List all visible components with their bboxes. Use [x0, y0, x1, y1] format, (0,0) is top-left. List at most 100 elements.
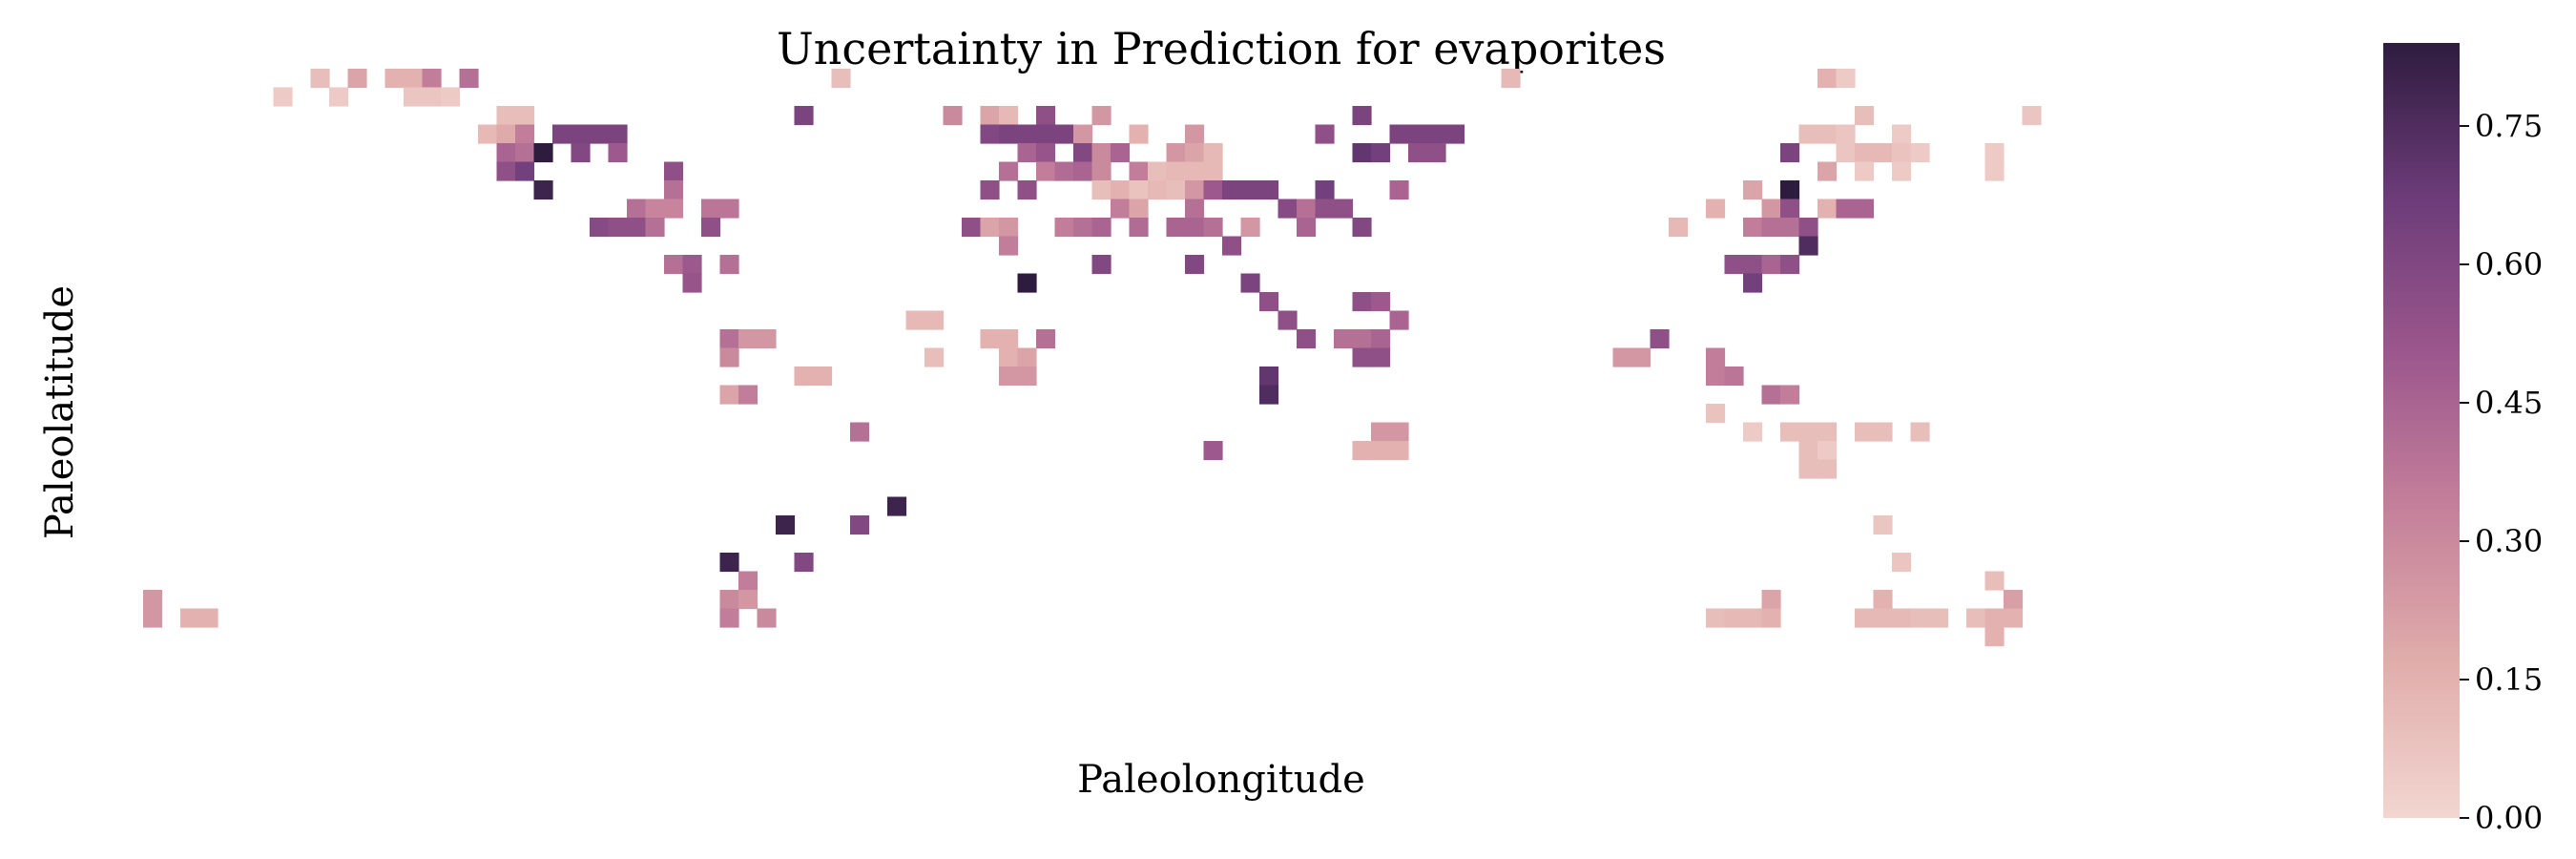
heatmap-cell [1761, 255, 1781, 275]
heatmap-cell [645, 199, 665, 219]
heatmap-cell [571, 143, 591, 163]
heatmap-cell [1761, 385, 1781, 405]
heatmap-cells [143, 69, 2042, 647]
heatmap-cell [1111, 199, 1131, 219]
heatmap-cell [1855, 106, 1875, 126]
heatmap-cell [1017, 347, 1037, 367]
heatmap-cell [1984, 143, 2005, 163]
heatmap-cell [1091, 218, 1111, 238]
heatmap-cell [999, 236, 1019, 256]
heatmap-cell [515, 161, 535, 181]
heatmap-cell [980, 106, 1000, 126]
heatmap-cell [1371, 329, 1391, 349]
heatmap-cell [1818, 199, 1838, 219]
heatmap-cell [1017, 124, 1037, 144]
heatmap-cell [143, 590, 163, 610]
heatmap-cell [1315, 124, 1335, 144]
heatmap-cell [608, 218, 628, 238]
heatmap-cell [1203, 441, 1223, 461]
heatmap-cell [1185, 218, 1205, 238]
heatmap-cell [1166, 218, 1186, 238]
heatmap-cell [757, 329, 777, 349]
chart-title: Uncertainty in Prediction for evaporites [777, 23, 1666, 74]
heatmap-cell [1780, 422, 1800, 442]
heatmap-cell [1873, 143, 1893, 163]
heatmap-cell [1203, 180, 1223, 200]
heatmap-cell [1129, 199, 1149, 219]
heatmap-cell [1148, 161, 1168, 181]
heatmap-cell [1724, 608, 1744, 628]
heatmap-cell [831, 69, 851, 89]
heatmap-cell [794, 553, 814, 573]
heatmap-cell [1371, 143, 1391, 163]
heatmap-cell [1836, 69, 1856, 89]
heatmap-cell [1389, 422, 1409, 442]
heatmap-cell [850, 515, 870, 535]
heatmap-cell [1984, 571, 2005, 591]
colorbar [2383, 43, 2460, 818]
heatmap-cell [1203, 161, 1223, 181]
heatmap-cell [1297, 218, 1317, 238]
colorbar-tick-label: 0.15 [2475, 661, 2543, 698]
heatmap-cell [515, 106, 535, 126]
heatmap-cell [999, 329, 1019, 349]
heatmap-cell [1259, 292, 1279, 312]
colorbar-tick-label: 0.60 [2475, 246, 2543, 283]
heatmap-cell [1315, 199, 1335, 219]
heatmap-cell [999, 106, 1019, 126]
heatmap-cell [943, 106, 963, 126]
heatmap-cell [1761, 199, 1781, 219]
heatmap-cell [198, 608, 218, 628]
heatmap-cell [2004, 590, 2024, 610]
heatmap-cell [1371, 441, 1391, 461]
heatmap-cell [999, 347, 1019, 367]
colorbar-tick-label: 0.75 [2475, 108, 2543, 144]
heatmap-cell [1017, 367, 1037, 387]
heatmap-cell [719, 385, 739, 405]
heatmap-cell [1371, 347, 1391, 367]
heatmap-cell [515, 143, 535, 163]
heatmap-cell [496, 124, 516, 144]
heatmap-cell [1091, 255, 1111, 275]
heatmap-cell [1352, 143, 1372, 163]
heatmap-cell [1984, 161, 2005, 181]
heatmap-cell [682, 255, 702, 275]
heatmap-cell [664, 161, 684, 181]
heatmap-cell [738, 385, 758, 405]
heatmap-cell [1724, 367, 1744, 387]
heatmap-cell [1185, 161, 1205, 181]
heatmap-cell [738, 571, 758, 591]
heatmap-cell [1818, 69, 1838, 89]
heatmap-cell [1818, 422, 1838, 442]
heatmap-cell [701, 218, 721, 238]
heatmap-cell [1706, 608, 1726, 628]
heatmap-cell [441, 87, 461, 107]
heatmap-cell [1892, 143, 1912, 163]
heatmap-cell [1650, 329, 1670, 349]
heatmap-cell [962, 218, 982, 238]
heatmap-cell [347, 69, 367, 89]
heatmap-cell [1855, 608, 1875, 628]
heatmap-cell [496, 106, 516, 126]
heatmap-cell [1743, 273, 1763, 293]
heatmap-cell [719, 199, 739, 219]
heatmap-cell [999, 367, 1019, 387]
heatmap-cell [515, 124, 535, 144]
heatmap-cell [1091, 180, 1111, 200]
colorbar-tick-label: 0.45 [2475, 385, 2543, 421]
heatmap-cell [1017, 143, 1037, 163]
heatmap-cell [905, 310, 925, 330]
heatmap-cell [924, 347, 945, 367]
heatmap-cell [1259, 385, 1279, 405]
heatmap-cell [1352, 218, 1372, 238]
heatmap-cell [719, 347, 739, 367]
heatmap-cell [608, 143, 628, 163]
heatmap-cell [850, 422, 870, 442]
heatmap-cell [1389, 124, 1409, 144]
heatmap-cell [794, 106, 814, 126]
heatmap-cell [1798, 124, 1818, 144]
heatmap-cell [1743, 180, 1763, 200]
heatmap-cell [1706, 367, 1726, 387]
heatmap-cell [2004, 608, 2024, 628]
